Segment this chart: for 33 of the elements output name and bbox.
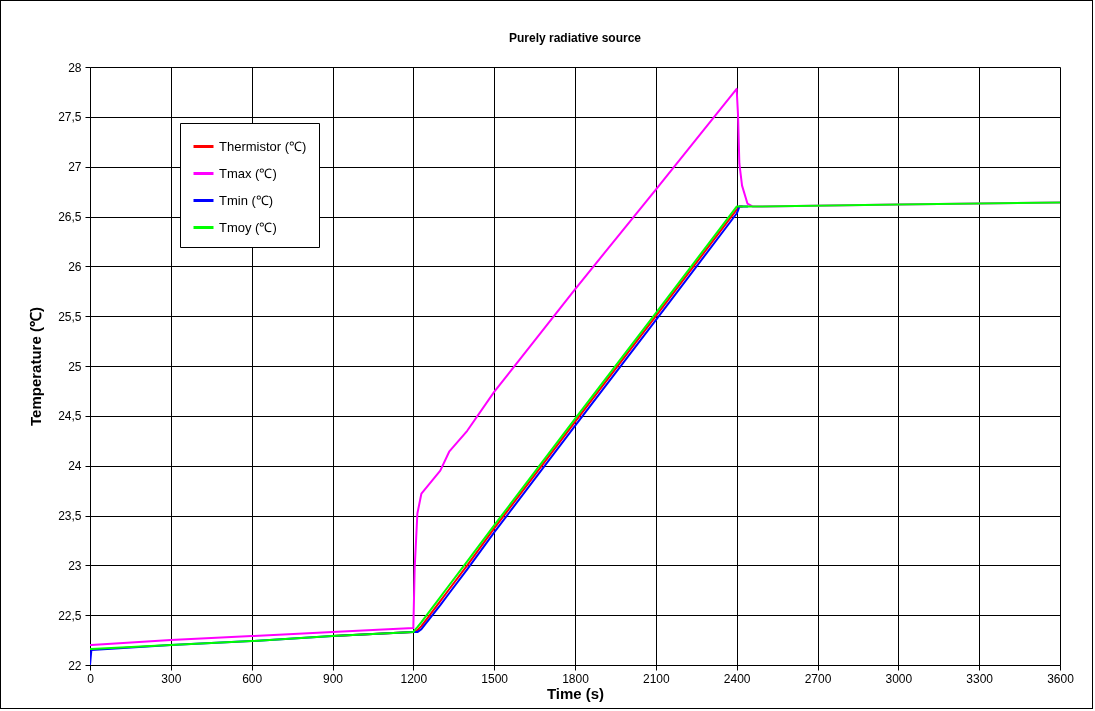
x-tick-label: 1800 <box>562 671 590 686</box>
x-axis-title: Time (s) <box>546 684 605 702</box>
y-tick-label: 23 <box>68 558 82 573</box>
x-tick-label: 3300 <box>966 671 994 686</box>
x-tick-label: 2700 <box>804 671 832 686</box>
chart-title: Purely radiative source <box>508 31 642 45</box>
legend-label: Tmin (℃) <box>219 192 274 208</box>
x-tick-label: 2100 <box>642 671 670 686</box>
x-tick-label: 1200 <box>400 671 428 686</box>
y-tick-label: 23,5 <box>58 509 82 523</box>
x-tick-label: 3600 <box>1047 671 1075 686</box>
legend-label: Tmoy (℃) <box>219 219 277 235</box>
legend-label: Thermistor (℃) <box>219 138 307 154</box>
legend-label: Tmax (℃) <box>219 165 277 181</box>
x-tick-label: 300 <box>161 671 182 686</box>
y-tick-label: 27,5 <box>58 110 82 125</box>
x-tick-label: 3000 <box>885 671 913 686</box>
x-tick-label: 600 <box>242 671 263 686</box>
y-tick-label: 25,5 <box>58 309 82 324</box>
x-tick-label: 2400 <box>723 671 751 686</box>
y-axis-title: Temperature (℃) <box>27 307 45 426</box>
y-tick-label: 24 <box>68 459 82 474</box>
y-tick-label: 24,5 <box>58 409 82 424</box>
y-tick-label: 26 <box>68 259 82 274</box>
y-tick-label: 27 <box>68 160 82 175</box>
y-tick-label: 26,5 <box>58 210 82 224</box>
y-tick-label: 22,5 <box>58 608 82 623</box>
y-tick-label: 22 <box>68 658 82 673</box>
x-tick-label: 1500 <box>481 671 509 686</box>
y-tick-label: 28 <box>68 60 82 75</box>
x-tick-label: 0 <box>87 671 95 686</box>
x-tick-label: 900 <box>322 671 344 686</box>
y-tick-label: 25 <box>68 359 82 374</box>
